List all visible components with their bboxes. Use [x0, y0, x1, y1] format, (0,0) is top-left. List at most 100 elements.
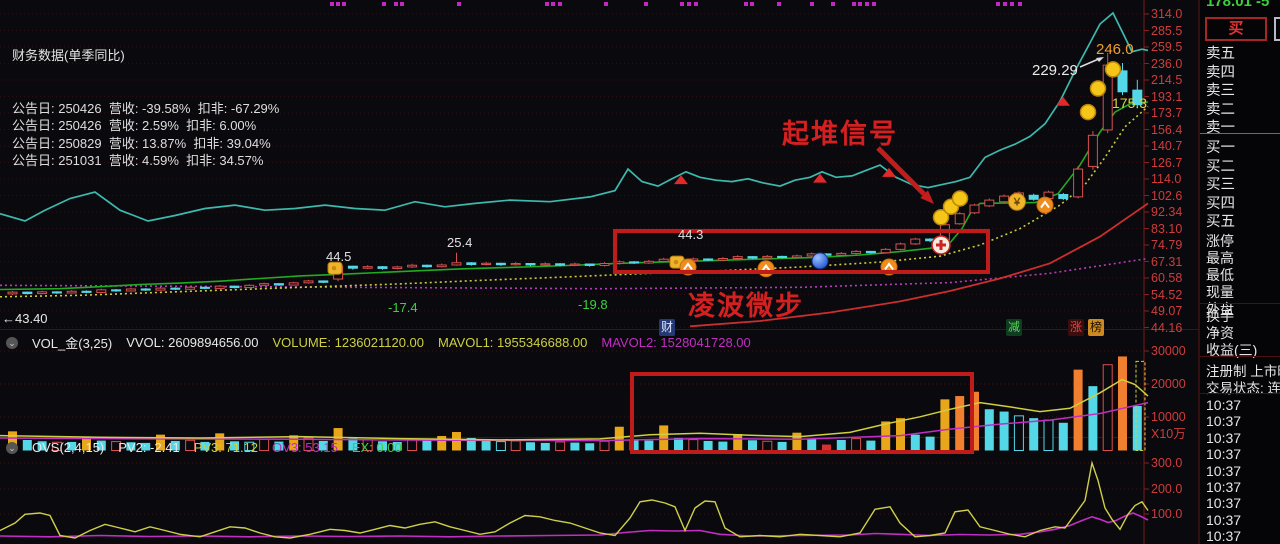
candle-body [747, 256, 758, 259]
volume-bar [614, 426, 624, 451]
chevron-glyph [761, 263, 771, 272]
candle-body [999, 195, 1010, 203]
volume-bar [481, 440, 491, 451]
stat-row: 现量 [1206, 284, 1234, 300]
candle-body [777, 255, 788, 259]
order-panel: 178.01 -5 买 卖五 卖四 卖三 卖二 卖一 买一 买二 买三 买四 买五 涨停 最高 最低 现量… [1200, 0, 1280, 544]
candle-body [525, 263, 536, 266]
sell-level-row[interactable]: 卖一 [1206, 120, 1235, 137]
trade-time-row: 10:37 [1206, 511, 1242, 528]
event-tag[interactable]: 财 [659, 319, 675, 336]
candle-body [303, 280, 314, 284]
stat-row: 换手 [1206, 308, 1234, 324]
chevron-glyph [884, 262, 894, 271]
top-dot [394, 2, 398, 6]
stat-row: 收益(三) [1206, 342, 1258, 358]
chevron-glyph [1040, 200, 1050, 209]
signal-triangle-icon [674, 175, 688, 185]
top-dot [382, 2, 386, 6]
candle-body [1028, 194, 1039, 200]
volume-bar [659, 425, 669, 451]
gold-dot-icon [1104, 61, 1122, 78]
volume-axis-label: 10000 [1151, 410, 1186, 424]
chart-value-label: 246.0 [1096, 41, 1134, 58]
candle-body [1117, 70, 1128, 93]
candle-body [185, 286, 196, 290]
gold-dot-icon [932, 209, 950, 226]
candle-body [762, 255, 773, 259]
price-axis-label: 236.0 [1151, 56, 1183, 71]
event-tag[interactable]: 涨 [1068, 319, 1084, 336]
candle-body [969, 204, 980, 214]
candle-body [111, 289, 122, 292]
volume-bar [51, 441, 62, 451]
volume-bar [510, 440, 521, 451]
volume-bar [718, 441, 728, 451]
volume-bar [762, 440, 773, 452]
top-dot [457, 2, 461, 6]
buy-level-row[interactable]: 买三 [1206, 177, 1235, 194]
sidebar-separator [1200, 303, 1280, 304]
buy-level-row[interactable]: 买一 [1206, 140, 1235, 156]
sell-button-partial[interactable] [1274, 17, 1280, 41]
volume-bar [733, 434, 743, 451]
annotation-arrow [876, 146, 926, 196]
chart-value-label: 25.4 [447, 235, 473, 250]
candle-body [599, 263, 610, 266]
buy-button[interactable]: 买 [1205, 17, 1267, 41]
collapse-icon[interactable]: ⌄ [6, 336, 18, 349]
price-axis-label: 92.34 [1151, 205, 1183, 219]
candle-body [836, 252, 847, 256]
volume-bar [495, 441, 506, 451]
candle-body [895, 243, 906, 250]
candle-body [392, 266, 403, 269]
top-dot [694, 2, 698, 6]
chevron-circle-icon [1036, 196, 1054, 214]
volume-bar [836, 439, 846, 451]
price-axis-label: 285.5 [1151, 23, 1183, 38]
top-dot [831, 2, 835, 6]
sell-level-row[interactable]: 卖四 [1206, 64, 1235, 81]
volume-bar [851, 438, 862, 451]
candle-body [170, 287, 181, 290]
cyan-band-line [0, 11, 1149, 222]
stat-row: 最低 [1206, 267, 1234, 283]
buy-level-row[interactable]: 买二 [1206, 158, 1235, 175]
financial-data-panel: 财务数据(单季同比) 公告日: 250426 营收: -39.58% 扣非: -… [12, 12, 279, 205]
volume-bar [1073, 369, 1083, 451]
trade-time-row: 10:37 [1206, 429, 1242, 446]
trade-time-row: 10:37 [1206, 495, 1242, 512]
indicator-value: VVOL: 2609894656.00 [126, 335, 259, 350]
volume-bar [1088, 386, 1098, 451]
event-tag[interactable]: 减 [1006, 319, 1022, 336]
volume-bar [999, 411, 1009, 451]
top-dot [744, 2, 748, 6]
top-dot [400, 2, 404, 6]
buy-level-row[interactable]: 买五 [1206, 214, 1235, 231]
price-axis-label: 83.10 [1151, 221, 1183, 236]
event-tag[interactable]: 榜 [1088, 319, 1104, 336]
candle-body [1087, 134, 1098, 167]
top-dot [996, 2, 1000, 6]
top-dot [1010, 2, 1014, 6]
sell-level-row[interactable]: 卖五 [1206, 46, 1235, 62]
sell-level-row[interactable]: 卖三 [1206, 83, 1235, 100]
candle-body [347, 265, 358, 269]
volume-bar [940, 399, 950, 451]
candle-body [51, 291, 62, 294]
volume-bar [466, 437, 476, 451]
buy-level-row[interactable]: 买四 [1206, 195, 1235, 212]
volume-bar [82, 436, 91, 451]
collapse-icon[interactable]: ⌄ [6, 441, 18, 454]
candle-body [214, 285, 225, 289]
candle-body [125, 288, 136, 292]
indicator-value: PV2: -2.41 [118, 440, 180, 455]
oscillator-axis-label: 100.0 [1151, 507, 1183, 521]
volume-bar [422, 440, 432, 451]
top-dot [858, 2, 862, 6]
ovs-indicator-row: ⌄ OVS(2,4,15) PV2: -2.41 PV3: 71.12 OV3: 53.… [6, 440, 402, 455]
indicator-value: PV3: 71.12 [193, 440, 259, 455]
volume-bar [318, 440, 328, 451]
sell-level-row[interactable]: 卖二 [1206, 101, 1235, 118]
